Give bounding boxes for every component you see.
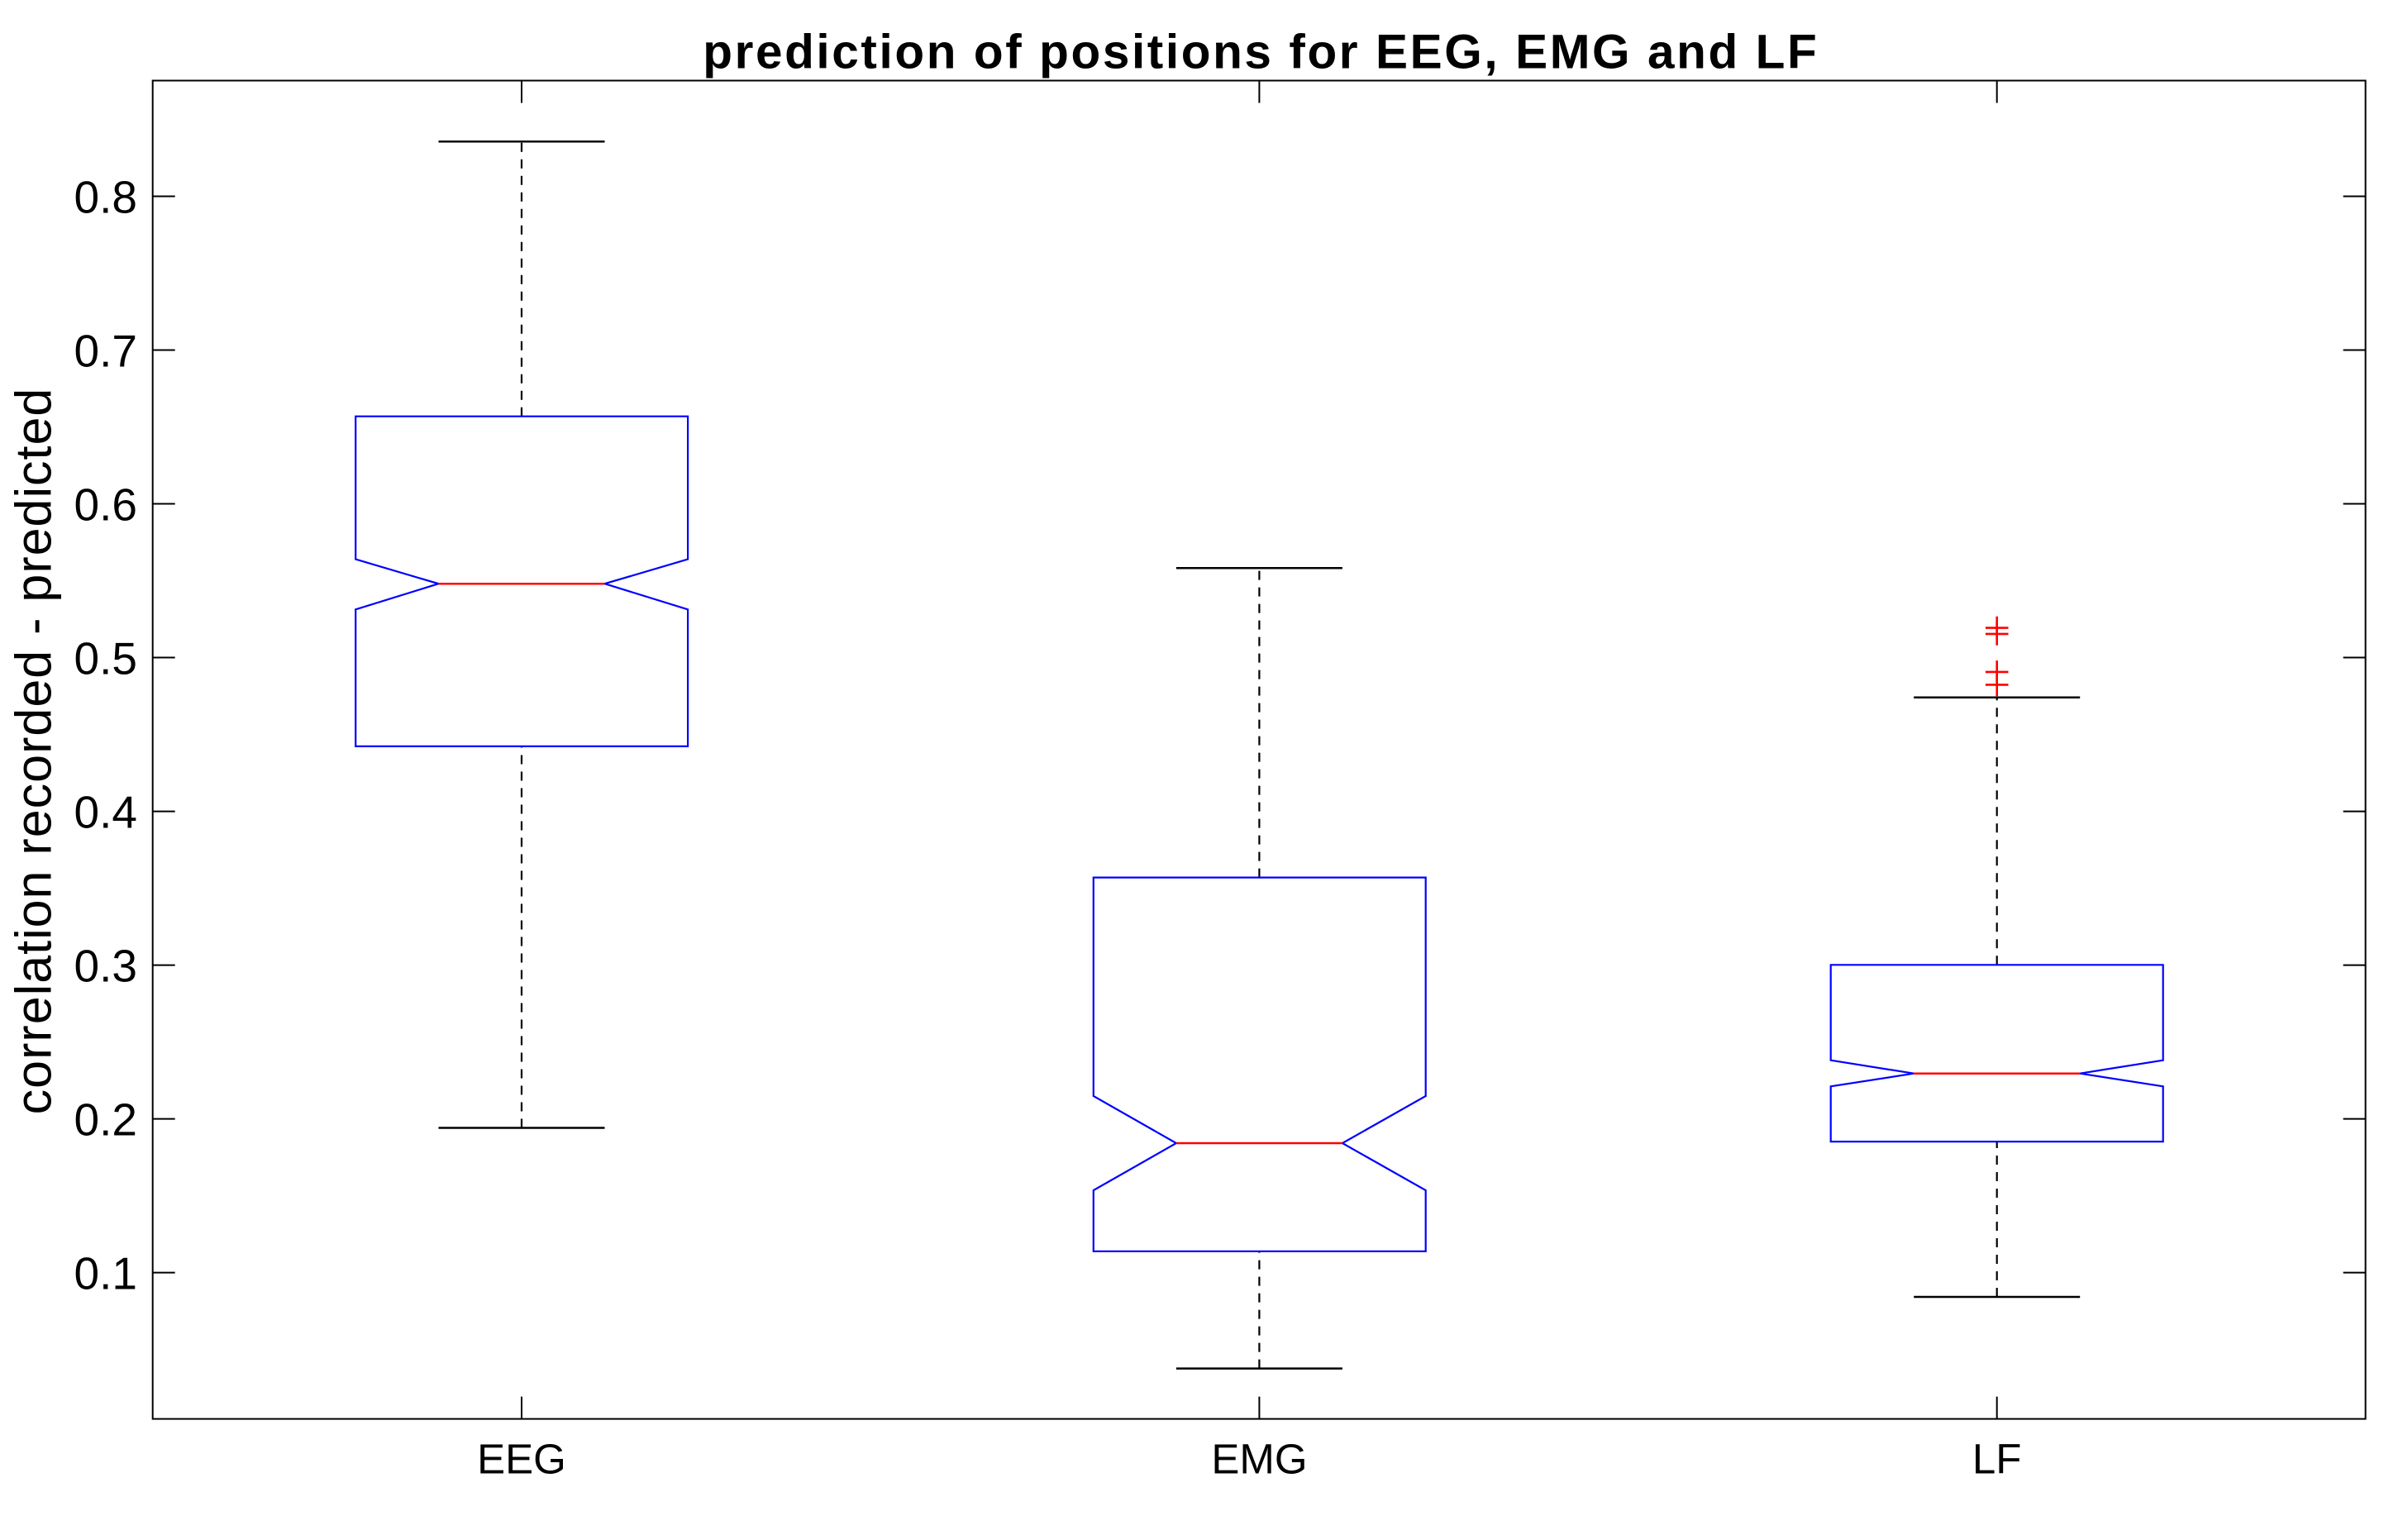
svg-text:EEG: EEG xyxy=(477,1436,566,1483)
svg-text:0.6: 0.6 xyxy=(74,479,137,530)
svg-text:0.5: 0.5 xyxy=(74,632,137,684)
svg-text:LF: LF xyxy=(1972,1436,2022,1483)
svg-text:EMG: EMG xyxy=(1211,1436,1307,1483)
svg-text:0.4: 0.4 xyxy=(74,787,137,838)
svg-text:0.8: 0.8 xyxy=(74,171,137,222)
svg-text:0.3: 0.3 xyxy=(74,941,137,992)
svg-text:correlation recorded - predict: correlation recorded - predicted xyxy=(5,388,61,1115)
svg-text:0.7: 0.7 xyxy=(74,325,137,376)
svg-text:0.1: 0.1 xyxy=(74,1247,137,1299)
svg-text:prediction of positions for EE: prediction of positions for EEG, EMG and… xyxy=(703,26,1819,79)
svg-text:0.2: 0.2 xyxy=(74,1094,137,1146)
